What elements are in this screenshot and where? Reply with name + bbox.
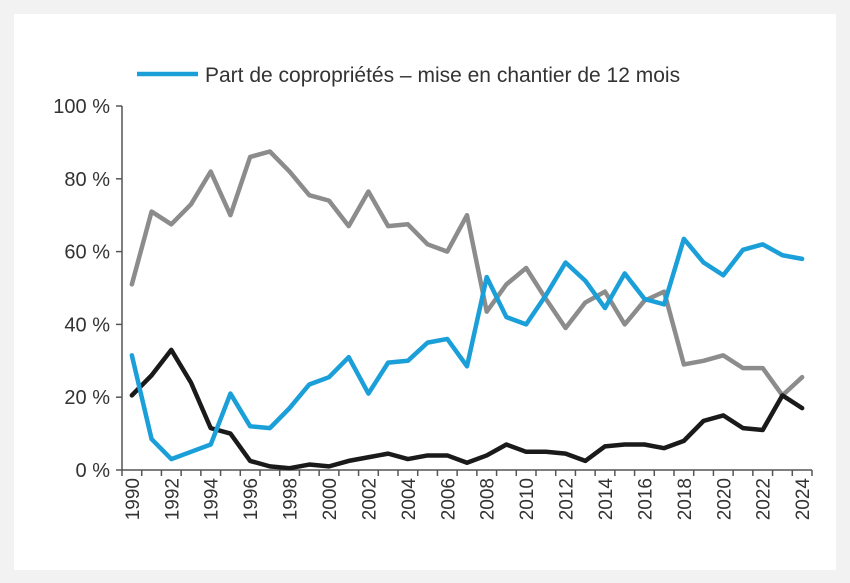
x-tick-label: 2014: [596, 478, 617, 521]
x-tick-label: 2020: [714, 478, 735, 520]
x-tick-label: 1992: [162, 478, 183, 520]
y-tick-label: 20 %: [64, 387, 110, 409]
y-tick-label: 60 %: [64, 242, 110, 264]
x-tick-label: 2022: [754, 478, 775, 520]
y-tick-label: 40 %: [64, 314, 110, 336]
x-tick-label: 2012: [557, 478, 578, 520]
x-tick-label: 2002: [359, 478, 380, 520]
chart-card: [14, 14, 836, 570]
x-tick-label: 2000: [320, 478, 341, 520]
y-tick-label: 100 %: [53, 96, 110, 118]
x-tick-label: 2008: [478, 478, 499, 520]
x-tick-label: 2004: [399, 478, 420, 521]
y-tick-label: 0 %: [76, 460, 111, 482]
x-tick-label: 2018: [675, 478, 696, 520]
x-tick-label: 2010: [517, 478, 538, 520]
x-tick-label: 2024: [793, 478, 814, 521]
x-tick-label: 1996: [241, 478, 262, 520]
x-tick-label: 1990: [123, 478, 144, 520]
x-tick-label: 1994: [202, 478, 223, 521]
series-lines: [129, 149, 805, 471]
series-line-1: [129, 149, 805, 398]
x-tick-label: 2006: [438, 478, 459, 520]
axes: 0 % 20 % 40 % 60 % 80 % 100 % 1990 1992 1994 1996…: [53, 96, 814, 520]
series-line-2: [129, 347, 805, 471]
x-tick-label: 1998: [281, 478, 302, 520]
legend-label: Part de copropriétés – mise en chantier …: [205, 64, 680, 87]
y-tick-label: 80 %: [64, 169, 110, 191]
series-line-0: [129, 236, 805, 462]
legend: Part de copropriétés – mise en chantier …: [137, 64, 680, 87]
x-tick-label: 2016: [635, 478, 656, 520]
